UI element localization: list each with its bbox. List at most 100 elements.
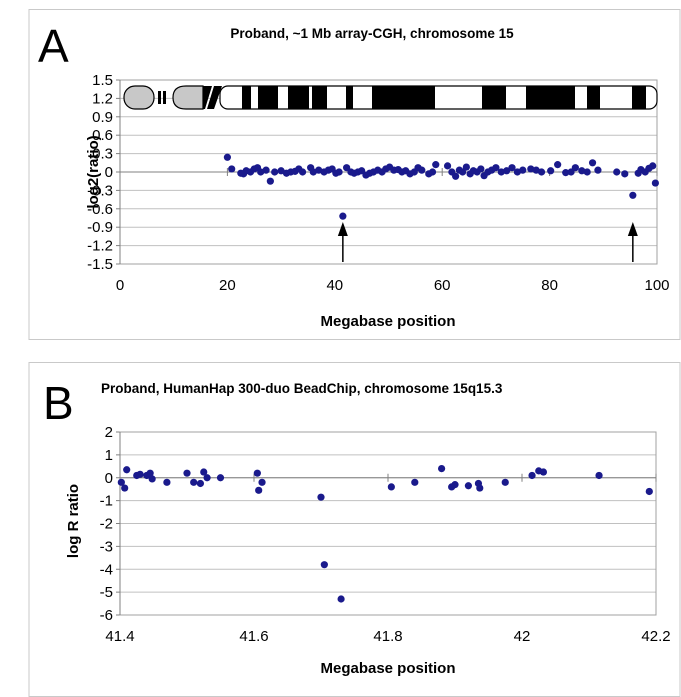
chromosome-15-ideogram bbox=[123, 85, 658, 110]
data-point bbox=[594, 166, 602, 174]
data-point bbox=[519, 166, 527, 174]
panel-a-arrows bbox=[337, 222, 638, 262]
panel-a-letter: A bbox=[38, 20, 69, 72]
ideogram-centromere bbox=[207, 86, 222, 109]
deletion-arrow-head bbox=[337, 222, 348, 236]
data-point bbox=[578, 167, 586, 175]
data-point bbox=[200, 468, 208, 476]
data-point bbox=[501, 478, 509, 486]
panel-b: B Proband, HumanHap 300-duo BeadChip, ch… bbox=[28, 362, 681, 697]
ideogram-bands bbox=[242, 86, 646, 109]
data-point bbox=[266, 177, 274, 185]
data-point bbox=[190, 478, 198, 486]
panel-b-gridlines bbox=[120, 431, 656, 616]
data-point bbox=[121, 484, 129, 492]
data-point bbox=[432, 161, 440, 169]
panel-a-x-axis-title: Megabase position bbox=[320, 313, 455, 330]
x-tick-label: 40 bbox=[326, 277, 343, 294]
panel-b-border bbox=[28, 362, 681, 697]
data-point bbox=[183, 469, 191, 477]
panel-a: A Proband, ~1 Mb array-CGH, chromosome 1… bbox=[28, 9, 681, 340]
x-tick-label: 100 bbox=[644, 277, 669, 294]
deletion-arrow-head bbox=[627, 222, 638, 236]
y-tick-label: -1.2 bbox=[87, 238, 113, 255]
data-point bbox=[262, 166, 270, 174]
x-tick-label: 0 bbox=[116, 277, 124, 294]
ideogram-band bbox=[242, 86, 251, 109]
data-point bbox=[216, 474, 225, 482]
y-tick-label: -1.5 bbox=[87, 256, 113, 273]
data-point bbox=[649, 162, 657, 170]
data-point bbox=[443, 162, 452, 170]
data-point bbox=[258, 478, 266, 486]
data-point bbox=[527, 165, 535, 173]
data-point bbox=[228, 165, 236, 173]
data-point bbox=[508, 164, 516, 172]
y-tick-label: -2 bbox=[100, 516, 113, 533]
y-tick-label: 0.9 bbox=[92, 109, 113, 126]
data-point bbox=[464, 482, 472, 490]
ideogram-centromere bbox=[203, 86, 212, 109]
data-point bbox=[547, 167, 555, 175]
x-tick-label: 41.6 bbox=[239, 628, 268, 645]
data-point bbox=[428, 168, 437, 176]
ideogram-band bbox=[258, 86, 278, 109]
y-tick-label: -0.6 bbox=[87, 201, 113, 218]
data-point bbox=[337, 595, 345, 603]
panel-a-y-axis-title: log2(ratio) bbox=[85, 135, 102, 208]
y-tick-label: -3 bbox=[100, 538, 113, 555]
data-point bbox=[136, 470, 144, 478]
y-tick-label: -0.9 bbox=[87, 219, 113, 236]
data-point bbox=[613, 168, 621, 176]
ideogram-band bbox=[312, 86, 327, 109]
data-point bbox=[411, 478, 419, 486]
data-point bbox=[335, 168, 343, 176]
x-tick-label: 41.4 bbox=[105, 628, 134, 645]
data-point bbox=[418, 166, 426, 174]
panel-a-border bbox=[28, 9, 681, 340]
data-point bbox=[253, 469, 261, 477]
ideogram-band bbox=[288, 86, 309, 109]
data-point bbox=[339, 212, 347, 220]
panel-a-data-points bbox=[223, 153, 659, 220]
ideogram-satellite bbox=[172, 85, 204, 110]
x-tick-label: 42.2 bbox=[641, 628, 670, 645]
data-point bbox=[492, 164, 500, 172]
data-point bbox=[571, 164, 579, 172]
data-point bbox=[255, 486, 263, 494]
y-tick-label: -0.3 bbox=[87, 182, 113, 199]
data-point bbox=[588, 159, 597, 167]
data-point bbox=[583, 168, 591, 176]
data-point bbox=[223, 153, 231, 161]
y-tick-label: 1 bbox=[105, 447, 113, 464]
data-point bbox=[163, 478, 171, 486]
data-point bbox=[271, 168, 279, 176]
data-point bbox=[387, 483, 395, 491]
y-tick-label: 0 bbox=[105, 470, 113, 487]
panel-b-y-axis-title: log R ratio bbox=[65, 484, 82, 558]
panel-b-x-axis-title: Megabase position bbox=[320, 660, 455, 677]
data-point bbox=[528, 471, 536, 480]
panel-b-title: Proband, HumanHap 300-duo BeadChip, chro… bbox=[101, 381, 503, 396]
ideogram-band bbox=[372, 86, 435, 109]
data-point bbox=[539, 468, 548, 476]
data-point bbox=[595, 471, 603, 480]
data-point bbox=[117, 478, 125, 486]
y-tick-label: 1.5 bbox=[92, 72, 113, 89]
data-point bbox=[298, 168, 307, 176]
y-tick-label: -5 bbox=[100, 584, 113, 601]
data-point bbox=[148, 475, 156, 483]
ideogram-band bbox=[526, 86, 575, 109]
data-point bbox=[476, 484, 484, 492]
y-tick-label: 0.3 bbox=[92, 146, 113, 163]
data-point bbox=[452, 172, 460, 180]
y-tick-label: 0 bbox=[105, 164, 113, 181]
x-tick-label: 42 bbox=[514, 628, 531, 645]
data-point bbox=[277, 167, 285, 175]
panel-a-axes: 1.51.20.90.60.30-0.3-0.6-0.9-1.2-1.50 20 4… bbox=[87, 72, 669, 294]
data-point bbox=[503, 167, 511, 175]
data-point bbox=[146, 469, 154, 477]
y-tick-label: 1.2 bbox=[92, 90, 113, 107]
data-point bbox=[651, 179, 659, 187]
